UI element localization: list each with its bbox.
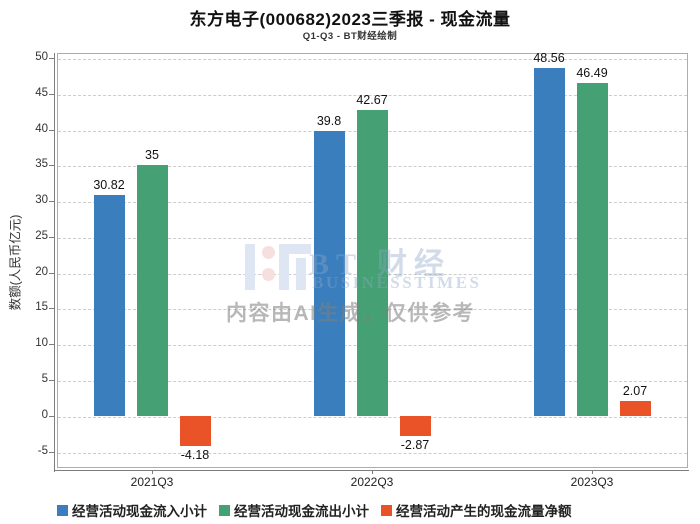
y-axis-tick (49, 451, 54, 453)
y-axis-tick (49, 236, 54, 238)
y-axis-tick (49, 165, 54, 167)
y-axis-tick (49, 129, 54, 131)
bar-value-label: 39.8 (316, 113, 342, 128)
bar-value-label: 48.56 (533, 51, 565, 66)
y-tick-label: 15 (35, 301, 48, 314)
y-tick-label: 0 (41, 408, 48, 421)
y-tick-label: -5 (37, 444, 48, 457)
bar[interactable] (179, 415, 211, 446)
y-tick-label: 40 (35, 122, 48, 135)
y-tick-label: 10 (35, 337, 48, 350)
chart-title: 东方电子(000682)2023三季报 - 现金流量 (189, 10, 511, 29)
legend-swatch-icon (219, 504, 230, 516)
y-axis-tick (49, 379, 54, 381)
legend-swatch-icon (57, 504, 68, 516)
y-axis-tick (49, 308, 54, 310)
x-axis-line (54, 470, 689, 471)
x-category-label: 2022Q3 (350, 475, 394, 489)
bar-value-label: 30.82 (93, 178, 125, 193)
chart-subtitle: Q1-Q3 - BT财经绘制 (302, 31, 398, 42)
gridline (58, 94, 687, 96)
bar[interactable] (93, 195, 125, 416)
gridline (58, 59, 687, 60)
y-axis-tick (49, 272, 54, 274)
legend-swatch-icon (381, 504, 392, 516)
bar-value-label: -2.87 (400, 438, 430, 453)
bar[interactable] (533, 68, 565, 416)
y-tick-label: 45 (35, 86, 48, 99)
bar-value-label: 2.07 (622, 383, 648, 398)
bar[interactable] (313, 130, 345, 416)
y-axis-tick (49, 58, 54, 59)
y-tick-label: 50 (35, 51, 48, 63)
bar[interactable] (356, 110, 388, 416)
y-axis-tick (49, 415, 54, 417)
legend-item[interactable]: 经营活动现金流出小计 (219, 500, 369, 520)
y-tick-label: 5 (41, 372, 48, 385)
bar[interactable] (619, 400, 651, 416)
bar[interactable] (399, 415, 431, 437)
x-axis-tick (372, 470, 373, 474)
bar[interactable] (576, 83, 608, 416)
gridline (58, 452, 687, 454)
x-axis-tick (152, 470, 153, 474)
y-axis-tick (49, 93, 54, 95)
legend-label: 经营活动产生的现金流量净额 (396, 504, 572, 519)
legend-item[interactable]: 经营活动产生的现金流量净额 (381, 500, 572, 520)
legend-label: 经营活动现金流出小计 (234, 504, 369, 519)
y-tick-label: 30 (35, 194, 48, 207)
bar-value-label: 42.67 (356, 93, 388, 108)
y-axis-tick (49, 344, 54, 346)
legend-item[interactable]: 经营活动现金流入小计 (57, 500, 207, 520)
bar-value-label: 35 (145, 148, 159, 163)
bar[interactable] (136, 165, 168, 416)
legend-label: 经营活动现金流入小计 (72, 504, 207, 519)
y-tick-label: 25 (35, 229, 48, 242)
y-tick-label: 35 (35, 158, 48, 171)
x-axis-tick (592, 470, 593, 474)
y-axis-tick (49, 201, 54, 203)
y-tick-label: 20 (35, 265, 48, 278)
bar-value-label: 46.49 (576, 66, 608, 81)
bar-value-label: -4.18 (180, 447, 210, 462)
x-category-label: 2023Q3 (570, 475, 614, 489)
y-axis-line (54, 53, 55, 472)
x-category-label: 2021Q3 (130, 475, 174, 489)
legend: 经营活动现金流入小计 经营活动现金流出小计 经营活动产生的现金流量净额 (57, 500, 572, 520)
gridline (58, 416, 687, 418)
